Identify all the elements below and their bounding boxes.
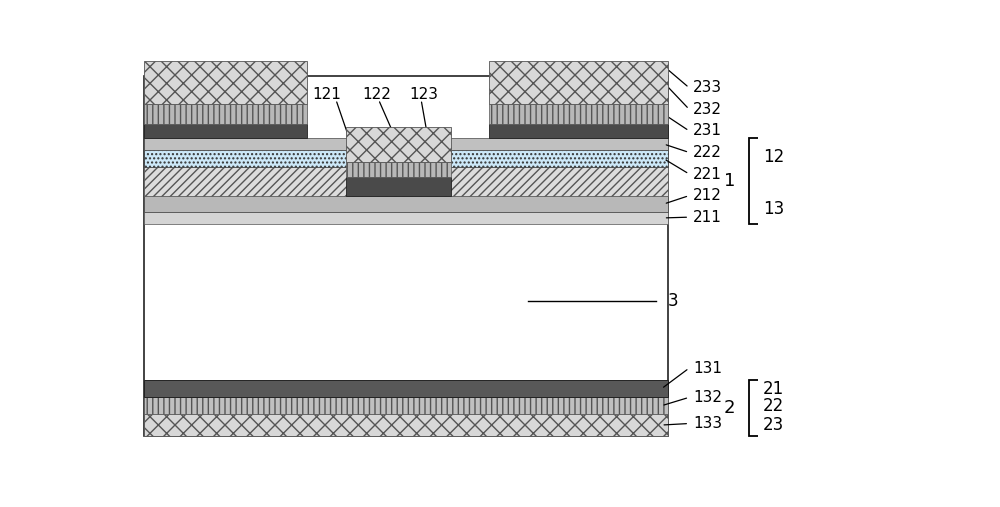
Bar	[346, 127, 450, 162]
Text: 22: 22	[763, 397, 784, 415]
Bar	[144, 138, 668, 150]
Text: 122: 122	[362, 87, 391, 102]
Text: 132: 132	[693, 390, 722, 405]
Bar	[489, 104, 668, 124]
Bar	[144, 380, 668, 397]
Bar	[144, 124, 307, 138]
Text: 221: 221	[693, 166, 722, 182]
Bar	[489, 61, 668, 104]
Text: 1: 1	[724, 172, 735, 190]
Text: 133: 133	[693, 416, 722, 431]
Bar	[144, 104, 307, 124]
Text: 231: 231	[693, 123, 722, 138]
Bar	[144, 196, 668, 212]
Bar	[346, 162, 450, 177]
Text: 211: 211	[693, 210, 722, 225]
Bar	[144, 414, 668, 436]
Text: 23: 23	[763, 416, 784, 434]
Text: 233: 233	[693, 80, 722, 95]
Bar	[144, 397, 668, 414]
Bar	[144, 167, 668, 196]
Text: 2: 2	[723, 399, 735, 417]
Text: 12: 12	[763, 148, 784, 166]
Text: 212: 212	[693, 188, 722, 203]
Bar	[144, 150, 668, 167]
Bar	[489, 124, 668, 138]
Bar	[144, 76, 668, 436]
Text: 3: 3	[668, 292, 678, 310]
Text: 123: 123	[409, 87, 438, 102]
Text: 21: 21	[763, 380, 784, 398]
Text: 121: 121	[312, 87, 341, 102]
Bar	[346, 177, 450, 196]
Text: 232: 232	[693, 102, 722, 117]
Bar	[144, 61, 307, 104]
Text: 13: 13	[763, 200, 784, 218]
Text: 222: 222	[693, 145, 722, 160]
Bar	[144, 212, 668, 224]
Text: 131: 131	[693, 360, 722, 376]
